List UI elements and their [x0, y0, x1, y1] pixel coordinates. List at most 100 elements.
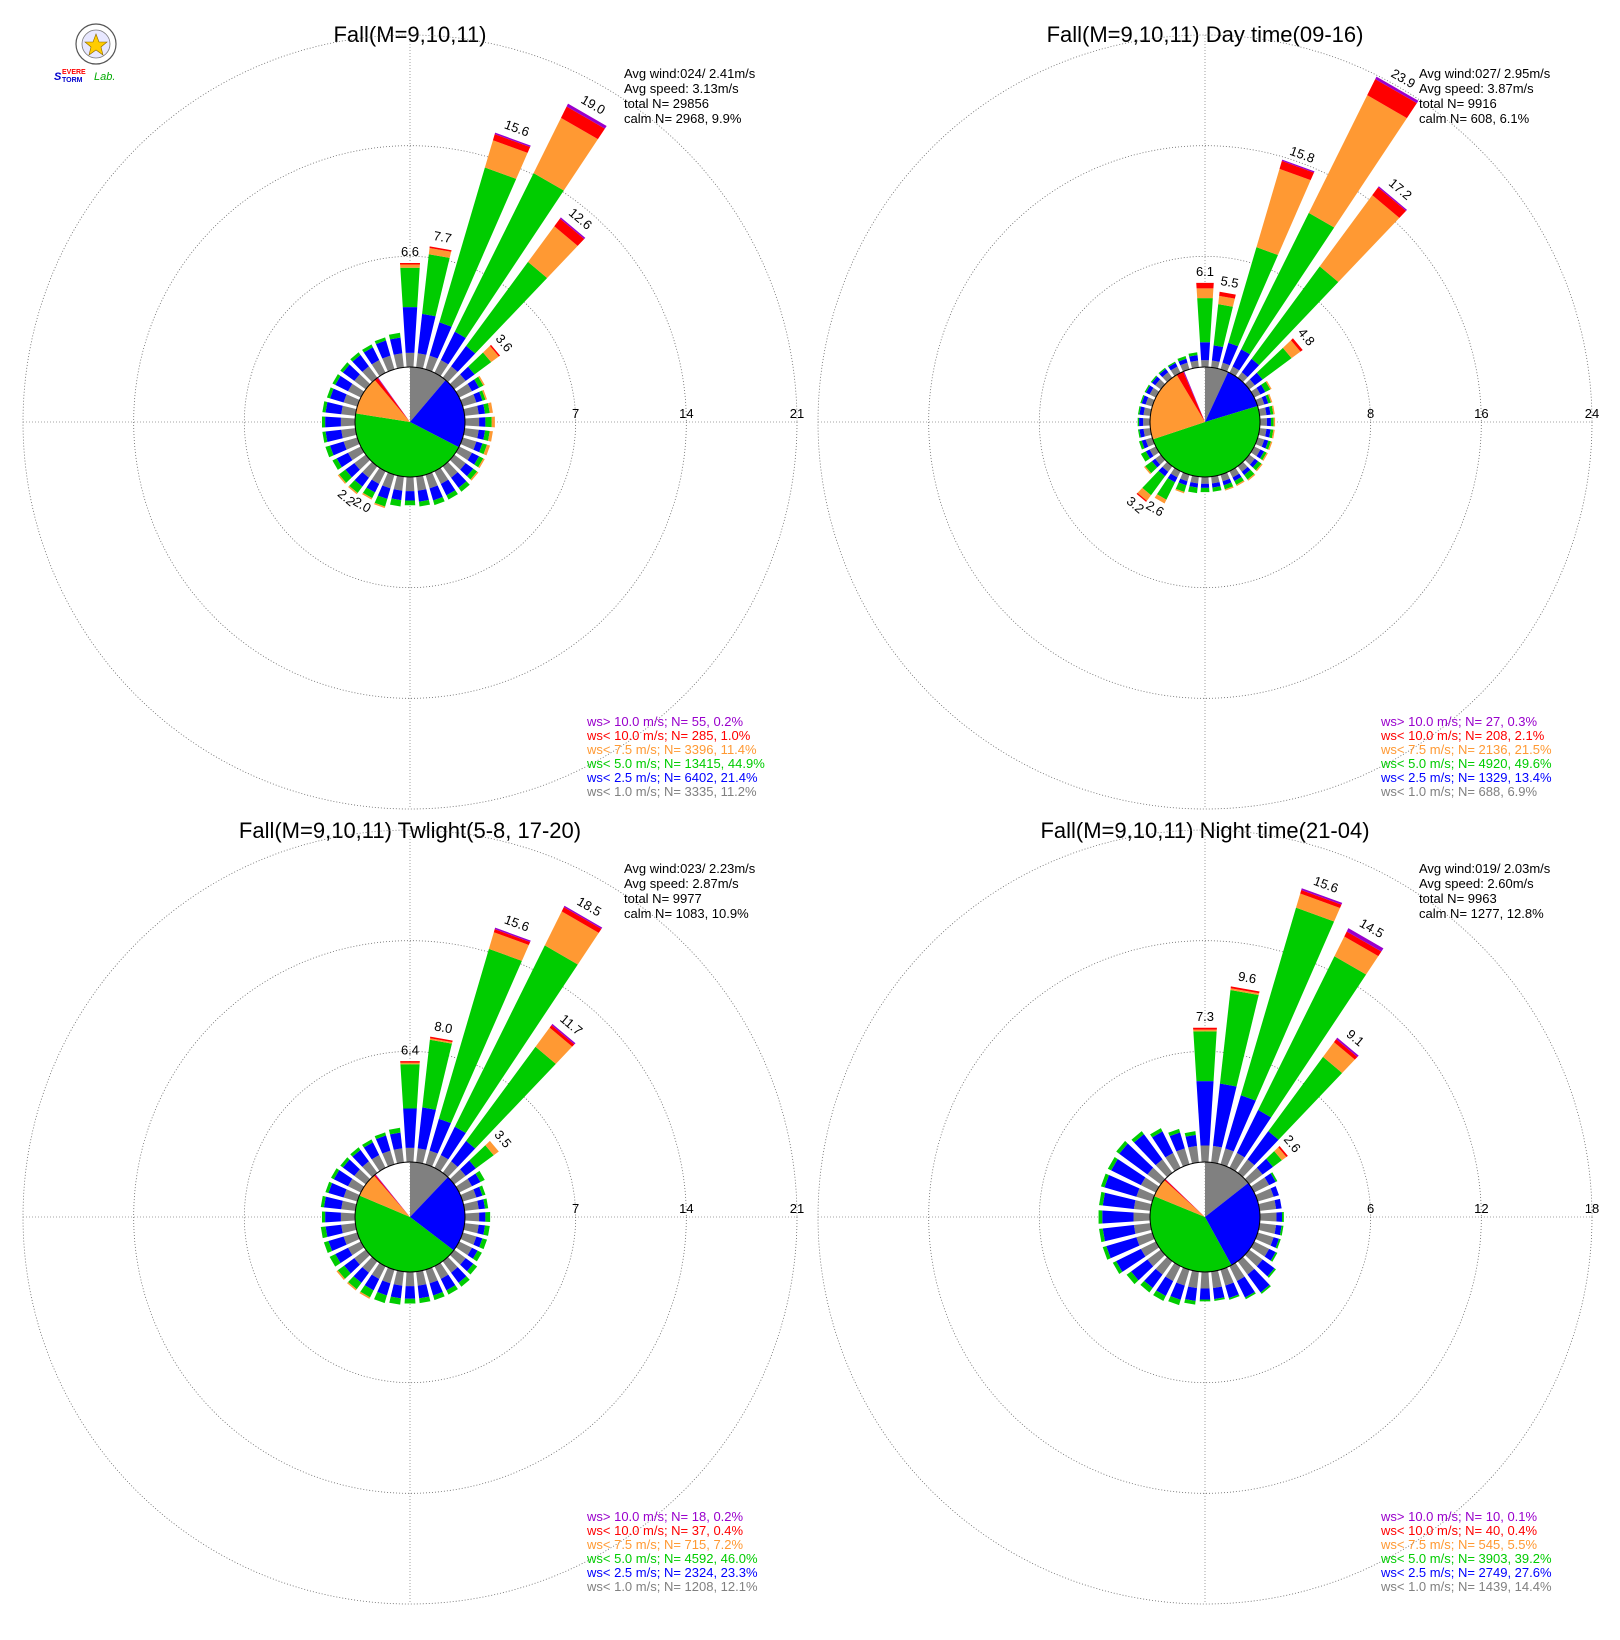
rose-bar-dir-130	[1255, 463, 1263, 472]
ring-circle	[1038, 255, 1372, 589]
center-pie-slice	[355, 379, 410, 422]
rose-bar-dir-50	[483, 345, 499, 363]
rose-bar-dir-0	[405, 352, 415, 368]
rose-bar-dir-220	[1155, 1256, 1173, 1275]
rose-bar-dir-230	[1131, 1259, 1154, 1281]
rose-bar-dir-230	[1144, 466, 1152, 475]
rose-bar-dir-320	[362, 1161, 378, 1178]
rose-bar-dir-80	[488, 402, 493, 414]
center-pie-slice	[355, 413, 459, 478]
rose-bar-dir-70	[1261, 395, 1269, 405]
rose-bar-dir-300	[333, 1169, 353, 1187]
ring-label: 8	[1367, 406, 1374, 421]
rose-bar-dir-10	[429, 1038, 453, 1044]
stats-line: Avg speed: 2.60m/s	[1419, 876, 1534, 891]
rose-bar-dir-180	[404, 1298, 416, 1304]
ring-circle	[133, 940, 687, 1494]
rose-bar-dir-30	[1308, 95, 1407, 228]
rose-bar-dir-190	[1188, 486, 1198, 494]
rose-bar-dir-190	[1188, 1270, 1199, 1289]
rose-bar-dir-80	[1269, 405, 1274, 415]
rose-bar-dir-160	[1223, 482, 1234, 490]
rose-bar-dir-350	[1185, 1134, 1198, 1148]
rose-bar-dir-320	[1159, 368, 1169, 378]
rose-bar-dir-10	[417, 313, 436, 355]
rose-bar-dir-50	[1256, 1158, 1274, 1175]
rose-bar-dir-350	[1188, 1145, 1199, 1164]
rose-bar-dir-140	[442, 461, 458, 478]
rose-bar-dir-270	[340, 417, 356, 427]
rose-bar-label: 15.6	[502, 912, 531, 935]
rose-bar-dir-90	[479, 1212, 486, 1222]
rose-bar-dir-110	[473, 441, 483, 453]
rose-bar-dir-10	[1211, 345, 1224, 362]
rose-bar-dir-0	[1201, 360, 1209, 368]
rose-bar-dir-20	[438, 948, 522, 1124]
rose-bar-dir-40	[442, 1161, 458, 1178]
rose-bar-dir-30	[1241, 212, 1335, 355]
rose-bar-dir-190	[390, 498, 402, 507]
rose-bar-dir-10	[1230, 988, 1260, 996]
rose-bar-dir-40	[1336, 1037, 1359, 1057]
rose-bar-dir-220	[362, 1256, 378, 1273]
rose-bar-dir-50	[489, 344, 501, 357]
rose-bar-dir-130	[1252, 461, 1262, 471]
rose-bar-dir-350	[390, 1132, 403, 1150]
rose-bar-dir-20	[1279, 160, 1314, 181]
center-pie-slice	[410, 1162, 448, 1217]
rose-bar-dir-170	[416, 475, 427, 491]
rose-bar-label: 9.1	[1344, 1026, 1367, 1049]
rose-bar-dir-0	[1193, 1031, 1217, 1082]
rose-bar-dir-40	[1378, 186, 1408, 211]
legend-entry-purple: ws> 10.0 m/s; N= 10, 0.1%	[1380, 1509, 1538, 1524]
rose-bar-dir-340	[1176, 1148, 1190, 1167]
legend-entry-green: ws< 5.0 m/s; N= 4920, 49.6%	[1380, 756, 1552, 771]
rose-bar-dir-100	[1258, 1223, 1277, 1234]
rose-bar-dir-10	[416, 353, 427, 369]
stats-line: Avg wind:023/ 2.23m/s	[624, 861, 756, 876]
rose-bar-dir-10	[416, 1148, 427, 1164]
rose-bar-dir-290	[329, 388, 347, 403]
rose-bar-dir-240	[347, 1241, 365, 1256]
rose-bar-dir-0	[1197, 298, 1213, 343]
center-pie-outline	[1149, 1161, 1261, 1273]
ring-label: 16	[1474, 406, 1488, 421]
rose-bar-dir-20	[1222, 342, 1239, 366]
rose-bar-label: 15.6	[502, 117, 531, 140]
legend-entry-red: ws< 10.0 m/s; N= 37, 0.4%	[586, 1523, 744, 1538]
stats-line: calm N= 1277, 12.8%	[1419, 906, 1544, 921]
rose-bar-dir-220	[1158, 466, 1169, 477]
rose-bar-dir-280	[1102, 1192, 1136, 1210]
rose-bar-dir-100	[1271, 429, 1275, 439]
rose-bar-dir-250	[343, 437, 360, 450]
rose-bar-dir-0	[1196, 1081, 1214, 1146]
rose-bar-dir-130	[1244, 1249, 1263, 1267]
center-pie-slice	[1154, 1180, 1205, 1217]
wind-rose-panel-1: Fall(M=9,10,11)7 14 216.67.715.619.012.63.…	[22, 22, 804, 810]
rose-bar-dir-200	[382, 1267, 395, 1284]
rose-bar-dir-60	[455, 383, 473, 398]
rose-bar-dir-330	[363, 347, 380, 365]
rose-bar-dir-300	[1107, 1156, 1118, 1171]
rose-bar-dir-40	[528, 226, 578, 278]
rose-bar-dir-10	[1213, 304, 1233, 348]
rose-bar-dir-140	[1260, 1284, 1271, 1294]
rose-bar-dir-200	[382, 472, 395, 489]
rose-bar-dir-0	[399, 262, 421, 265]
rose-bar-dir-80	[477, 1199, 486, 1210]
rose-bar-dir-140	[1247, 473, 1256, 481]
rose-bar-dir-80	[1258, 407, 1267, 416]
rose-bar-dir-260	[325, 1224, 343, 1237]
rose-bar-dir-290	[1104, 1175, 1140, 1197]
rose-bar-dir-130	[449, 454, 466, 470]
rose-bar-dir-340	[375, 1135, 391, 1154]
rose-bar-dir-30	[1232, 349, 1250, 371]
ring-label: 21	[790, 406, 804, 421]
rose-bar-dir-30	[1334, 936, 1379, 975]
legend-entry-orange: ws< 7.5 m/s; N= 545, 5.5%	[1380, 1537, 1538, 1552]
rose-bar-dir-120	[478, 458, 485, 469]
rose-bar-dir-340	[1169, 1132, 1185, 1152]
wind-rose-panel-2: Fall(M=9,10,11) Day time(09-16) 8 16 24 6.1 5…	[817, 22, 1599, 810]
rose-bar-dir-200	[1175, 488, 1185, 494]
rose-bar-dir-170	[417, 489, 429, 502]
